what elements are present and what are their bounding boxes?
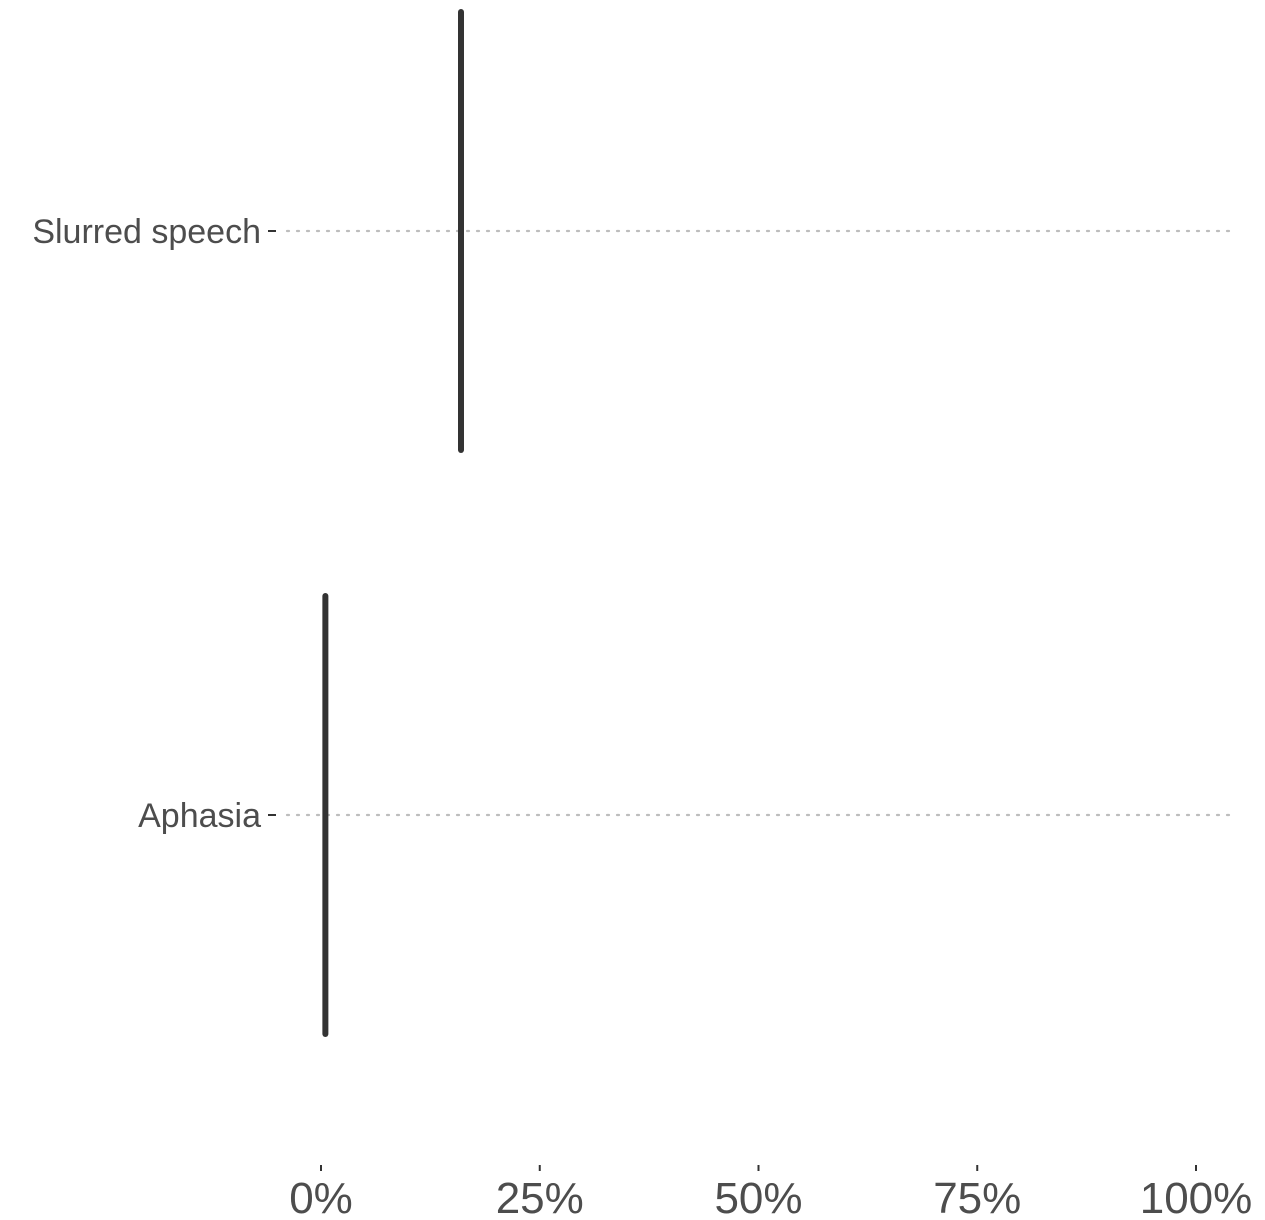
x-tick-label-75pct: 75%	[933, 1174, 1021, 1220]
x-axis: 0% 25% 50% 75% 100%	[289, 1165, 1252, 1220]
y-tick-label-slurred-speech: Slurred speech	[32, 213, 261, 251]
x-tick-label-0pct: 0%	[289, 1174, 353, 1220]
y-tick-label-aphasia: Aphasia	[138, 797, 261, 835]
grid-layer	[285, 229, 1239, 817]
y-axis: Slurred speech Aphasia	[32, 213, 276, 835]
x-tick-label-25pct: 25%	[496, 1174, 584, 1220]
data-layer	[322, 9, 464, 1037]
x-tick-label-100pct: 100%	[1140, 1174, 1253, 1220]
x-tick-label-50pct: 50%	[714, 1174, 802, 1220]
